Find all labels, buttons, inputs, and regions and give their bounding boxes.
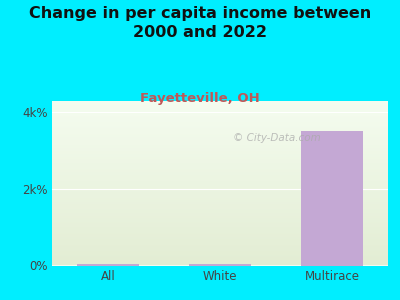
Bar — [77, 264, 139, 266]
Text: Change in per capita income between
2000 and 2022: Change in per capita income between 2000… — [29, 6, 371, 40]
Bar — [301, 131, 363, 266]
Text: Fayetteville, OH: Fayetteville, OH — [140, 92, 260, 104]
Bar — [189, 264, 251, 266]
Text: © City-Data.com: © City-Data.com — [233, 134, 321, 143]
